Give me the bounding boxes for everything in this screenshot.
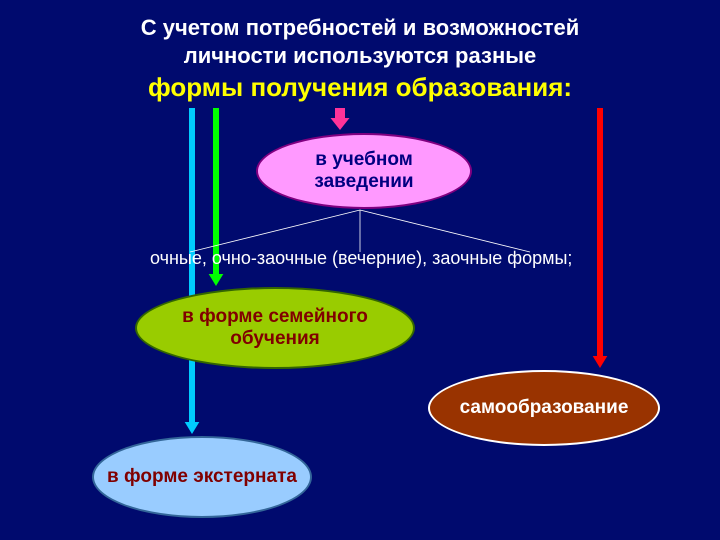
- node-institution: в учебном заведении: [256, 133, 472, 209]
- node-family-label: в форме семейного обучения: [147, 306, 403, 350]
- header: С учетом потребностей и возможностей лич…: [0, 14, 720, 104]
- node-self: самообразование: [428, 370, 660, 446]
- sub-forms-text: очные, очно-заочные (вечерние), заочные …: [150, 248, 572, 269]
- node-self-label: самообразование: [460, 397, 629, 419]
- header-line-3: формы получения образования:: [0, 71, 720, 104]
- header-line-2: личности используются разные: [0, 42, 720, 70]
- node-family: в форме семейного обучения: [135, 287, 415, 369]
- node-extern: в форме экстерната: [92, 436, 312, 518]
- node-institution-label: в учебном заведении: [268, 149, 460, 193]
- header-line-1: С учетом потребностей и возможностей: [0, 14, 720, 42]
- node-extern-label: в форме экстерната: [107, 466, 297, 488]
